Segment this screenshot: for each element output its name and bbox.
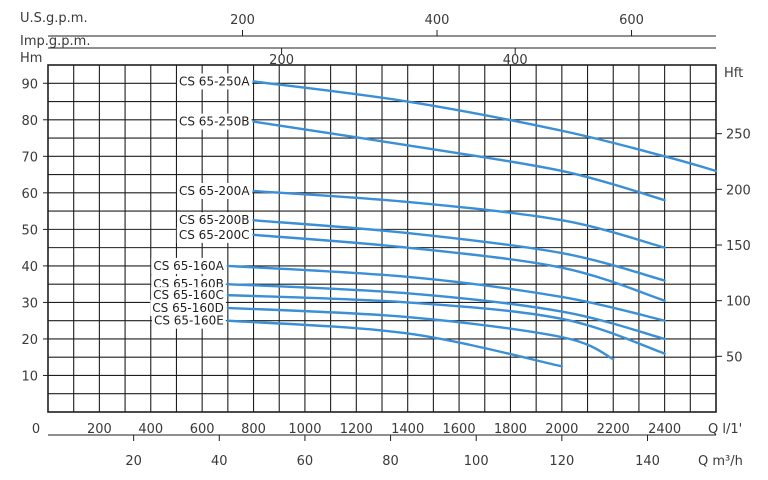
x-bottom-m3h-tick-label: 100 — [464, 454, 489, 469]
y-left-tick-label: 70 — [21, 150, 38, 165]
x-top-usgpm-tick-label: 400 — [425, 13, 450, 28]
x-bottom-lpm-tick-label: 1800 — [494, 422, 527, 437]
y-right-tick-label: 150 — [726, 239, 751, 254]
y-left-axis-label: Hm — [20, 51, 42, 66]
x-bottom-lpm-tick-label: 2000 — [545, 422, 578, 437]
x-bottom-lpm-tick-label: 200 — [87, 422, 112, 437]
x-bottom-m3h-axis-label: Q m³/h — [698, 454, 743, 469]
curve-label: CS 65-160A — [153, 259, 224, 273]
x-top-usgpm-tick-label: 200 — [230, 13, 255, 28]
x-top-impgpm-tick-label: 200 — [269, 53, 294, 68]
curve-label: CS 65-200C — [179, 228, 250, 242]
curve-label: CS 65-160C — [153, 288, 224, 302]
curve-label-bg — [177, 183, 253, 200]
x-top-impgpm-axis-label: Imp.g.p.m. — [20, 34, 90, 49]
curve-label-bg — [176, 113, 252, 130]
y-left-tick-label: 30 — [21, 296, 38, 311]
x-bottom-lpm-tick-label: 1200 — [340, 422, 373, 437]
curve-label: CS 65-160D — [152, 301, 224, 315]
curve-label-bg — [151, 312, 226, 329]
x-top-usgpm-axis-label: U.S.g.p.m. — [20, 11, 88, 26]
curve-cs-65-160e — [226, 319, 564, 368]
y-right-tick-label: 200 — [726, 183, 751, 198]
y-left-tick-label: 50 — [21, 223, 38, 238]
y-left-tick-label: 90 — [21, 77, 38, 92]
curve-cs-65-160c — [226, 293, 666, 355]
curve-cs-65-160b — [226, 282, 666, 341]
curve-label-bg — [151, 287, 226, 304]
x-bottom-m3h-tick-label: 60 — [297, 454, 314, 469]
x-bottom-lpm-tick-label: 400 — [138, 422, 163, 437]
curve-label: CS 65-160E — [154, 314, 224, 328]
curve-cs-65-200c — [252, 233, 666, 302]
x-bottom-lpm-tick-label: 600 — [190, 422, 215, 437]
x-bottom-m3h-tick-label: 120 — [549, 454, 574, 469]
y-left-tick-label: 20 — [21, 333, 38, 348]
y-right-tick-label: 50 — [726, 350, 743, 365]
curve-labels: CS 65-250A CS 65-250B CS 65-200A CS 65-200B… — [150, 73, 253, 329]
x-bottom-m3h-tick-label: 140 — [635, 454, 660, 469]
curve-label-bg — [151, 257, 227, 274]
pump-curves — [226, 80, 718, 368]
curve-cs-65-200a — [252, 189, 666, 249]
x-top-impgpm-tick-label: 400 — [503, 53, 528, 68]
curve-label-bg — [177, 73, 253, 90]
x-bottom-lpm-tick-label: 2400 — [648, 422, 681, 437]
curve-label-bg — [150, 299, 226, 316]
x-bottom-lpm-tick-label: 1600 — [443, 422, 476, 437]
curve-label: CS 65-250B — [179, 115, 250, 129]
x-bottom-lpm-tick-label: 2200 — [597, 422, 630, 437]
curve-cs-65-200b — [252, 219, 666, 282]
curve-label: CS 65-250A — [179, 74, 250, 88]
x-top-usgpm-tick-label: 600 — [619, 13, 644, 28]
curve-cs-65-250a — [252, 80, 718, 173]
y-right-tick-label: 100 — [726, 295, 751, 310]
y-left-tick-label: 80 — [21, 114, 38, 129]
x-bottom-zero-label: 0 — [32, 422, 40, 437]
y-left-tick-label: 40 — [21, 260, 38, 275]
grid — [47, 64, 717, 413]
curve-label: CS 65-200B — [179, 213, 250, 227]
x-bottom-m3h-tick-label: 40 — [211, 454, 228, 469]
plot-frame — [47, 64, 717, 413]
curve-cs-65-250b — [252, 120, 666, 202]
curve-label: CS 65-200A — [179, 184, 250, 198]
x-bottom-m3h-tick-label: 20 — [125, 454, 142, 469]
curve-cs-65-160a — [226, 264, 666, 322]
y-right-tick-label: 250 — [726, 128, 751, 143]
x-bottom-lpm-axis-label: Q l/1' — [708, 422, 742, 437]
y-right-axis-label: Hft — [724, 66, 743, 81]
curve-label-bg — [176, 212, 252, 229]
x-bottom-lpm-tick-label: 1000 — [288, 422, 321, 437]
x-bottom-lpm-tick-label: 800 — [241, 422, 266, 437]
y-left-tick-label: 10 — [21, 369, 38, 384]
curve-label-bg — [176, 226, 252, 243]
axes: 10 20 30 40 50 60 70 80 90 Hm 50 100 150 200 250 Hft 0 20… — [20, 11, 751, 469]
x-bottom-m3h-tick-label: 80 — [382, 454, 399, 469]
curve-cs-65-160d — [226, 306, 615, 361]
y-left-tick-label: 60 — [21, 187, 38, 202]
x-bottom-lpm-tick-label: 1400 — [391, 422, 424, 437]
